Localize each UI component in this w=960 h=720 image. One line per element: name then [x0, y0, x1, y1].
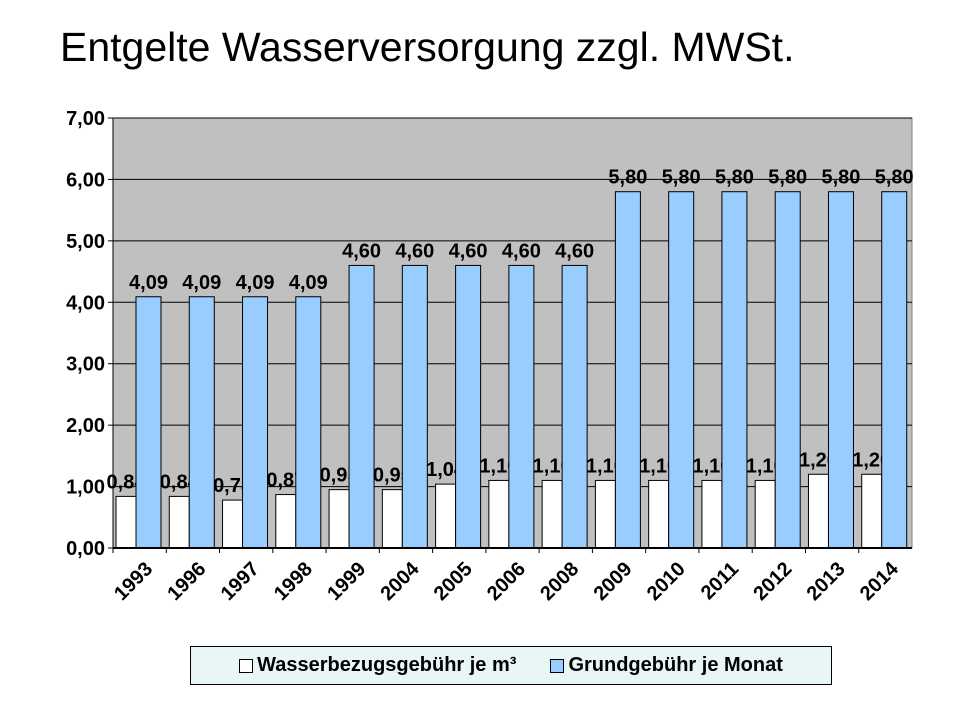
data-label: 4,60 [342, 240, 381, 262]
y-tick-label: 2,00 [66, 415, 105, 437]
x-tick-label: 2010 [643, 558, 690, 605]
bar-grundgebuehr [455, 264, 482, 549]
bar-grundgebuehr [295, 296, 322, 549]
x-tick-label: 2013 [803, 558, 850, 605]
legend-label: Wasserbezugsgebühr je m³ [257, 654, 517, 676]
x-tick-label: 2011 [697, 558, 743, 604]
y-tick-label: 4,00 [66, 292, 105, 314]
bar-grundgebuehr [561, 264, 588, 549]
bar-wasserbezug [861, 473, 883, 549]
bar-wasserbezug [381, 489, 403, 549]
y-tick-label: 0,00 [66, 538, 105, 560]
data-label: 4,09 [182, 272, 221, 294]
bar-grundgebuehr [401, 264, 428, 549]
bar-wasserbezug [807, 473, 829, 549]
bar-wasserbezug [115, 495, 137, 549]
x-tick-label: 2006 [483, 558, 530, 605]
x-tick-label: 1996 [163, 558, 210, 605]
x-tick-label: 2009 [590, 558, 637, 605]
data-label: 5,80 [768, 167, 807, 189]
data-label: 5,80 [875, 167, 914, 189]
legend-swatch-blue [550, 658, 565, 673]
data-label: 4,60 [555, 240, 594, 262]
bar-grundgebuehr [614, 191, 641, 549]
bar-grundgebuehr [348, 264, 375, 549]
y-tick-label: 7,00 [66, 108, 105, 130]
chart-title: Entgelte Wasserversorgung zzgl. MWSt. [60, 24, 795, 70]
data-label: 4,09 [236, 272, 275, 294]
x-tick-label: 2005 [430, 558, 477, 605]
data-label: 5,80 [662, 167, 701, 189]
bar-grundgebuehr [242, 296, 269, 549]
legend-swatch-white [239, 658, 254, 673]
x-tick-label: 2014 [856, 557, 904, 605]
y-tick-label: 5,00 [66, 231, 105, 253]
y-tick-label: 3,00 [66, 354, 105, 376]
data-label: 4,60 [449, 240, 488, 262]
bar-wasserbezug [701, 479, 723, 549]
legend: Wasserbezugsgebühr je m³ Grundgebühr je … [190, 646, 832, 685]
data-label: 5,80 [608, 167, 647, 189]
data-label: 4,09 [129, 272, 168, 294]
data-label: 5,80 [821, 167, 860, 189]
x-tick-label: 1993 [110, 558, 157, 605]
bar-wasserbezug [328, 489, 350, 549]
x-tick-label: 2012 [749, 558, 796, 605]
bar-grundgebuehr [508, 264, 535, 549]
bar-grundgebuehr [827, 191, 854, 549]
bar-grundgebuehr [668, 191, 695, 549]
bar-grundgebuehr [774, 191, 801, 549]
bar-wasserbezug [168, 495, 190, 549]
y-tick-label: 6,00 [66, 169, 105, 191]
data-label: 4,60 [395, 240, 434, 262]
bar-wasserbezug [754, 479, 776, 549]
x-tick-label: 1999 [323, 558, 370, 605]
bar-wasserbezug [648, 479, 670, 549]
legend-label: Grundgebühr je Monat [568, 654, 783, 676]
data-label: 5,80 [715, 167, 754, 189]
y-tick-label: 1,00 [66, 477, 105, 499]
bar-wasserbezug [488, 479, 510, 549]
data-label: 4,09 [289, 272, 328, 294]
bar-wasserbezug [541, 479, 563, 549]
bar-wasserbezug [275, 494, 297, 549]
bar-grundgebuehr [135, 296, 162, 549]
x-tick-label: 2008 [536, 558, 583, 605]
x-tick-label: 1998 [270, 558, 317, 605]
bar-grundgebuehr [721, 191, 748, 549]
bar-wasserbezug [222, 499, 244, 549]
bar-wasserbezug [435, 483, 457, 549]
legend-item-grund: Grundgebühr je Monat [550, 654, 783, 677]
x-tick-label: 2004 [376, 557, 424, 605]
legend-item-wasser: Wasserbezugsgebühr je m³ [239, 654, 516, 677]
bar-grundgebuehr [188, 296, 215, 549]
bar-wasserbezug [594, 479, 616, 549]
data-label: 4,60 [502, 240, 541, 262]
x-tick-label: 1997 [217, 558, 264, 605]
bar-grundgebuehr [881, 191, 908, 549]
